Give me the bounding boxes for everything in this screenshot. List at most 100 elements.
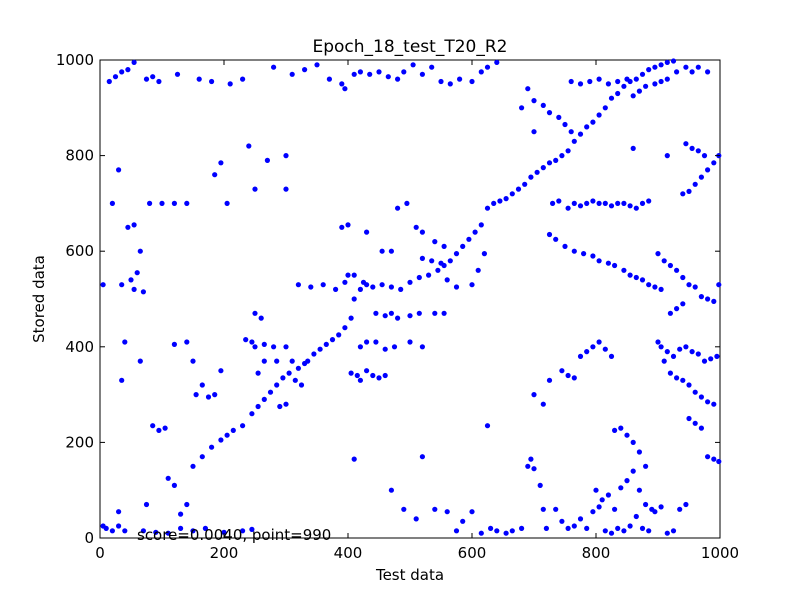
data-point <box>661 258 667 264</box>
data-point <box>571 523 577 529</box>
x-tick-label: 400 <box>334 544 363 562</box>
data-point <box>469 509 475 515</box>
data-point <box>531 98 537 104</box>
data-point <box>705 296 711 302</box>
x-axis-ticks: 0 200 400 600 800 1000 <box>95 60 739 562</box>
data-point <box>701 153 708 159</box>
data-point <box>565 372 571 379</box>
data-point <box>643 463 649 469</box>
data-point <box>705 454 711 460</box>
data-point <box>221 529 227 535</box>
data-point <box>432 506 438 512</box>
data-point <box>419 255 425 261</box>
data-point <box>646 67 652 73</box>
data-point <box>608 203 615 209</box>
data-point <box>348 370 354 376</box>
data-point <box>714 353 720 359</box>
data-point <box>354 372 360 379</box>
data-point <box>382 346 388 352</box>
data-point <box>590 509 596 515</box>
data-point <box>398 286 404 292</box>
data-point <box>137 248 143 254</box>
data-point <box>131 59 137 65</box>
data-point <box>162 425 168 431</box>
data-point <box>652 81 658 87</box>
data-point <box>593 487 599 493</box>
data-point <box>137 358 143 364</box>
data-point <box>388 248 394 254</box>
data-point <box>692 181 698 187</box>
data-point <box>550 200 556 206</box>
data-point <box>317 346 323 352</box>
data-point <box>286 370 292 376</box>
data-point <box>630 93 636 99</box>
data-point <box>311 351 317 357</box>
data-point <box>357 286 363 292</box>
data-point <box>577 516 584 522</box>
data-point <box>119 377 125 383</box>
data-point <box>695 148 701 154</box>
data-point <box>131 222 137 228</box>
data-point <box>627 523 633 529</box>
data-point <box>295 365 301 371</box>
data-point <box>308 284 314 290</box>
data-point <box>509 191 515 197</box>
data-point <box>190 528 196 534</box>
data-point <box>590 253 596 259</box>
data-point <box>150 74 156 80</box>
data-point <box>658 344 664 350</box>
data-point <box>674 69 680 75</box>
data-point <box>345 272 351 278</box>
data-point <box>519 525 525 532</box>
data-point <box>292 377 298 383</box>
data-point <box>667 262 674 269</box>
y-tick-label: 200 <box>65 433 94 451</box>
data-point <box>531 392 537 398</box>
data-point <box>156 427 162 433</box>
data-point <box>615 78 621 85</box>
data-point <box>633 76 639 82</box>
data-point <box>289 358 295 364</box>
data-point <box>639 277 646 283</box>
data-point <box>553 157 559 163</box>
data-point <box>596 258 602 264</box>
data-point <box>416 310 422 316</box>
data-point <box>705 69 711 75</box>
data-point <box>261 396 267 402</box>
data-point <box>289 71 295 77</box>
data-point <box>457 76 463 82</box>
data-point <box>466 236 472 242</box>
data-point <box>559 368 565 374</box>
data-point <box>528 456 534 462</box>
data-point <box>602 346 608 352</box>
data-point <box>636 487 643 493</box>
data-point <box>122 528 128 534</box>
data-point <box>689 145 695 151</box>
data-point <box>413 224 419 230</box>
y-tick-label: 1000 <box>56 51 94 69</box>
data-point <box>584 124 590 130</box>
data-point <box>605 260 612 266</box>
data-point <box>351 272 357 278</box>
data-point <box>565 525 571 532</box>
data-point <box>103 525 109 532</box>
data-point <box>122 339 128 345</box>
data-point <box>333 286 339 292</box>
data-point <box>639 525 646 532</box>
data-point <box>385 74 391 80</box>
data-point <box>686 188 692 194</box>
data-point <box>395 205 401 211</box>
data-point <box>649 506 655 512</box>
data-point <box>531 466 537 472</box>
data-point <box>646 198 652 204</box>
data-point <box>357 377 363 383</box>
data-point <box>531 129 537 135</box>
data-point <box>382 313 388 319</box>
data-point <box>525 86 531 92</box>
data-point <box>252 310 258 316</box>
data-point <box>621 83 627 89</box>
data-point <box>522 181 528 187</box>
data-point <box>590 344 596 350</box>
data-point <box>670 528 677 534</box>
data-point <box>376 375 382 381</box>
